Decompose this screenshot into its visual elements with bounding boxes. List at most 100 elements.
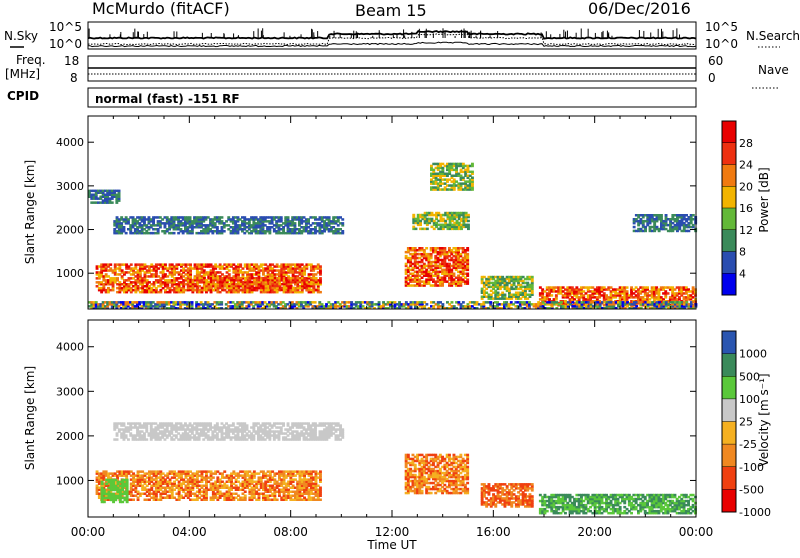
heatmap-cell xyxy=(294,222,297,225)
heatmap-cell xyxy=(220,301,223,304)
heatmap-cell xyxy=(314,301,317,304)
noise-top-tick-right: 10^5 xyxy=(705,20,738,34)
date-title: 06/Dec/2016 xyxy=(588,0,691,18)
heatmap-cell xyxy=(646,286,649,289)
heatmap-cell xyxy=(109,263,112,266)
colorbar-swatch xyxy=(722,165,736,187)
freq-panel xyxy=(88,56,696,81)
heatmap-cell xyxy=(504,294,507,297)
colorbar-swatch xyxy=(722,143,736,165)
y-tick-label: 1000 xyxy=(56,267,84,280)
heatmap-cell xyxy=(173,232,176,235)
freq-unit: [MHz] xyxy=(5,67,40,81)
power-colorbar-label: Power [dB] xyxy=(757,167,771,232)
heatmap-cell xyxy=(223,230,226,233)
cpid-label: CPID xyxy=(7,89,39,103)
heatmap-cell xyxy=(667,292,670,295)
heatmap-cell xyxy=(471,163,474,166)
heatmap-cell xyxy=(550,294,553,297)
heatmap-cell xyxy=(328,216,331,219)
heatmap-cell xyxy=(467,214,470,217)
heatmap-cell xyxy=(571,301,574,304)
nave-tick-60: 60 xyxy=(708,54,723,68)
heatmap-cell xyxy=(191,301,194,304)
heatmap-cell xyxy=(471,171,474,174)
power-ylabel: Slant Range [km] xyxy=(23,160,37,264)
heatmap-cell xyxy=(111,201,114,204)
heatmap-cell xyxy=(462,301,465,304)
heatmap-cell xyxy=(665,214,668,217)
heatmap-cell xyxy=(378,301,381,304)
heatmap-cell xyxy=(412,214,415,217)
heatmap-cell xyxy=(116,277,119,280)
heatmap-cell xyxy=(240,277,243,280)
heatmap-cell xyxy=(466,273,469,276)
heatmap-cell xyxy=(315,277,318,280)
y-tick-label: 3000 xyxy=(56,180,84,193)
y-tick-label: 2000 xyxy=(56,224,84,237)
noise-panel xyxy=(88,22,696,49)
heatmap-cell xyxy=(278,283,281,286)
freq-tick-8: 8 xyxy=(70,71,78,85)
heatmap-cell xyxy=(125,232,128,235)
colorbar-swatch xyxy=(722,121,736,143)
colorbar-swatch xyxy=(722,186,736,208)
heatmap-cell xyxy=(164,263,167,266)
heatmap-cell xyxy=(633,226,636,229)
heatmap-cell xyxy=(660,214,663,217)
heatmap-cell xyxy=(319,265,322,268)
heatmap-cell xyxy=(489,301,492,304)
beam-title: Beam 15 xyxy=(355,1,427,20)
heatmap-cell xyxy=(189,263,192,266)
heatmap-cell xyxy=(319,277,322,280)
heatmap-cell xyxy=(315,289,318,292)
heatmap-cell xyxy=(415,228,418,231)
heatmap-cell xyxy=(560,301,563,304)
heatmap-cell xyxy=(341,222,344,225)
heatmap-cell xyxy=(531,276,534,279)
colorbar-swatch xyxy=(722,252,736,274)
colorbar-tick-label: 12 xyxy=(739,224,753,237)
heatmap-cell xyxy=(467,224,470,227)
heatmap-cell xyxy=(228,269,231,272)
heatmap-cell xyxy=(228,273,231,276)
colorbar-tick-label: 8 xyxy=(739,246,746,259)
heatmap-cell xyxy=(287,216,290,219)
nave-tick-0: 0 xyxy=(708,71,716,85)
heatmap-cell xyxy=(221,216,224,219)
colorbar-swatch xyxy=(722,273,736,295)
heatmap-cell xyxy=(467,220,470,223)
heatmap-cell xyxy=(341,230,344,233)
noise-bottom-tick-right: 10^0 xyxy=(705,37,738,51)
noise-trace xyxy=(88,31,696,38)
heatmap-cell xyxy=(201,287,204,290)
colorbar-tick-label: 28 xyxy=(739,137,753,150)
heatmap-cell xyxy=(341,218,344,221)
heatmap-cell xyxy=(471,177,474,180)
heatmap-cell xyxy=(453,273,456,276)
heatmap-cell xyxy=(626,290,629,293)
nsearch-label: N.Search xyxy=(746,29,800,43)
heatmap-cell xyxy=(118,190,121,193)
heatmap-cell xyxy=(466,247,469,250)
colorbar-tick-label: 4 xyxy=(739,267,746,280)
station-title: McMurdo (fitACF) xyxy=(92,0,230,18)
y-tick-label: 4000 xyxy=(56,136,84,149)
colorbar-swatch xyxy=(722,208,736,230)
freq-label: Freq. xyxy=(16,53,46,67)
noise-top-tick-left: 10^5 xyxy=(49,20,82,34)
colorbar-swatch xyxy=(722,230,736,252)
heatmap-cell xyxy=(443,247,446,250)
heatmap-cell xyxy=(280,216,283,219)
cpid-text: normal (fast) -151 RF xyxy=(95,92,240,106)
heatmap-cell xyxy=(239,263,242,266)
nsky-label: N.Sky xyxy=(4,29,38,43)
heatmap-cell xyxy=(451,301,454,304)
colorbar-tick-label: 24 xyxy=(739,159,753,172)
heatmap-cell xyxy=(466,278,469,281)
heatmap-cell xyxy=(466,253,469,256)
noise-bottom-tick-left: 10^0 xyxy=(49,37,82,51)
heatmap-cell xyxy=(441,303,444,306)
heatmap-cell xyxy=(319,291,322,294)
